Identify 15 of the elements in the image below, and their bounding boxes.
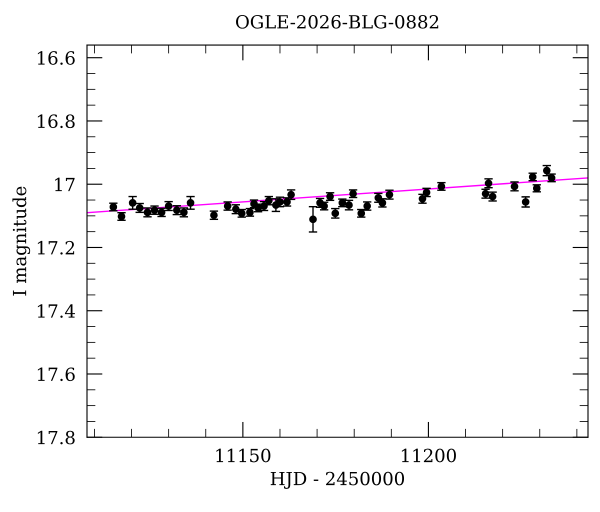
y-tick-label: 17.8	[38, 430, 75, 444]
point	[309, 216, 317, 224]
x-tick-label: 11150	[216, 448, 270, 462]
x-axis-title: HJD - 2450000	[270, 472, 404, 489]
y-axis-title: I magnitude	[12, 186, 30, 296]
y-tick-label: 16.8	[38, 114, 75, 128]
x-tick-label: 11200	[402, 448, 456, 462]
point	[186, 199, 194, 207]
y-tick-label: 17.6	[38, 367, 75, 382]
chart-title: OGLE-2026-BLG-0882	[236, 14, 438, 29]
y-tick-label: 16.6	[38, 51, 75, 65]
y-tick-label: 17.2	[38, 240, 74, 255]
y-tick-label: 17.4	[38, 304, 75, 318]
point	[128, 199, 136, 207]
y-tick-label: 17	[55, 178, 75, 192]
